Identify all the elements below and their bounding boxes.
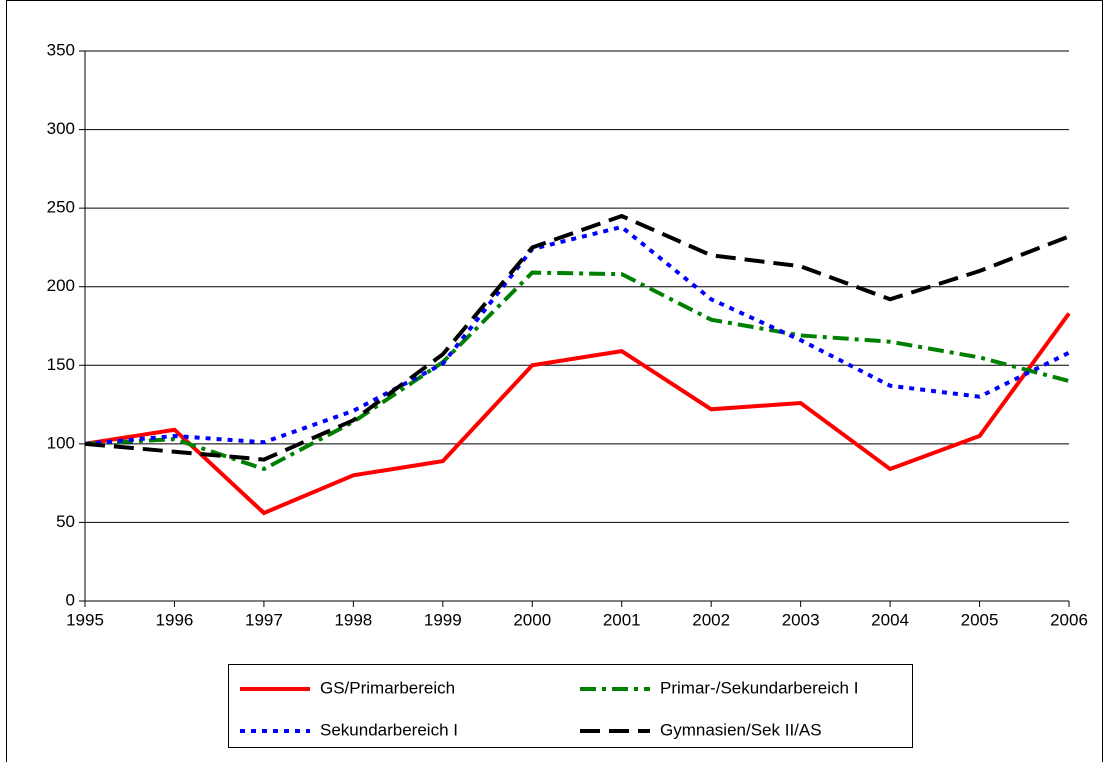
y-tick-label: 0	[66, 590, 75, 609]
series-line	[84, 213, 1070, 462]
y-tick-label: 50	[56, 512, 75, 531]
x-tick-label: 2000	[513, 610, 551, 629]
x-tick-label: 2004	[871, 610, 909, 629]
legend-label: Primar-/Sekundarbereich I	[660, 678, 858, 697]
legend-label: Gymnasien/Sek II/AS	[660, 720, 822, 739]
y-tick-label: 100	[47, 433, 75, 452]
x-tick-label: 2001	[603, 610, 641, 629]
x-tick-label: 2003	[782, 610, 820, 629]
series-line	[84, 270, 1070, 472]
y-tick-label: 300	[47, 119, 75, 138]
chart-border	[6, 0, 1103, 762]
y-tick-label: 250	[47, 198, 75, 217]
x-tick-label: 1995	[66, 610, 104, 629]
x-tick-label: 1999	[424, 610, 462, 629]
x-tick-label: 1998	[334, 610, 372, 629]
legend-box	[228, 664, 913, 748]
y-tick-label: 350	[47, 40, 75, 59]
x-tick-label: 1996	[156, 610, 194, 629]
x-tick-label: 2005	[961, 610, 999, 629]
y-tick-label: 150	[47, 355, 75, 374]
x-tick-label: 2006	[1050, 610, 1088, 629]
y-tick-label: 200	[47, 276, 75, 295]
x-tick-label: 2002	[692, 610, 730, 629]
x-tick-label: 1997	[245, 610, 283, 629]
legend-label: GS/Primarbereich	[320, 678, 455, 697]
series-line	[84, 224, 1070, 446]
series-line	[84, 312, 1071, 516]
legend-label: Sekundarbereich I	[320, 720, 458, 739]
